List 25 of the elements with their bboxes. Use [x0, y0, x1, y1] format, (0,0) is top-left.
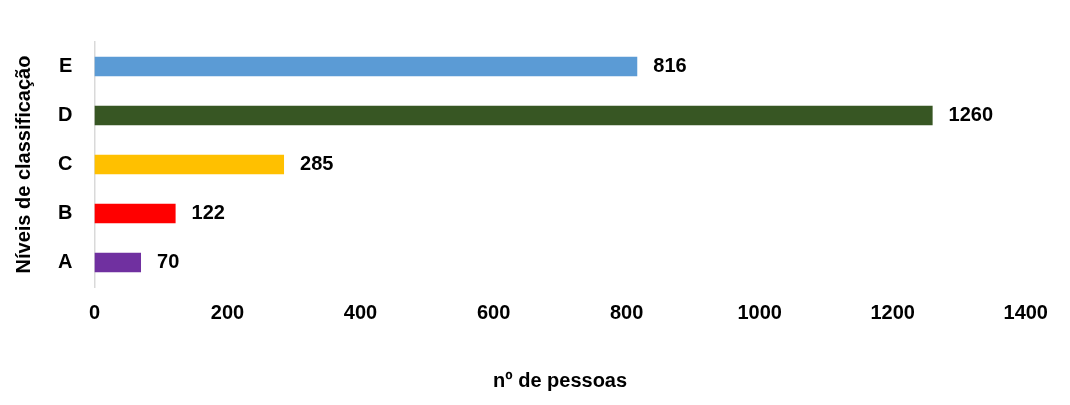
x-tick-label: 400 [343, 300, 378, 323]
bar [94, 252, 142, 273]
x-tick-label: 200 [210, 300, 245, 323]
x-axis-title: nº de pessoas [493, 368, 628, 391]
x-tick-label: 1000 [737, 300, 782, 323]
y-tick-label: B [57, 201, 73, 224]
y-tick-label: A [57, 250, 73, 273]
y-tick-label: C [57, 152, 73, 175]
x-tick-label: 600 [476, 300, 511, 323]
y-axis-title: Níveis de classificação [11, 55, 34, 274]
bar [94, 56, 638, 77]
data-label: 1260 [948, 103, 994, 126]
x-tick-label: 1200 [870, 300, 915, 323]
bar [94, 154, 285, 175]
x-tick-label: 800 [609, 300, 644, 323]
data-label: 70 [157, 250, 180, 273]
data-label: 285 [300, 152, 334, 175]
x-tick-label: 1400 [1003, 300, 1048, 323]
x-tick-label: 0 [88, 300, 101, 323]
bar [94, 105, 933, 126]
data-label: 122 [191, 201, 225, 224]
data-label: 816 [653, 54, 687, 77]
bar [94, 203, 176, 224]
y-tick-label: D [57, 103, 73, 126]
y-tick-label: E [59, 54, 73, 77]
